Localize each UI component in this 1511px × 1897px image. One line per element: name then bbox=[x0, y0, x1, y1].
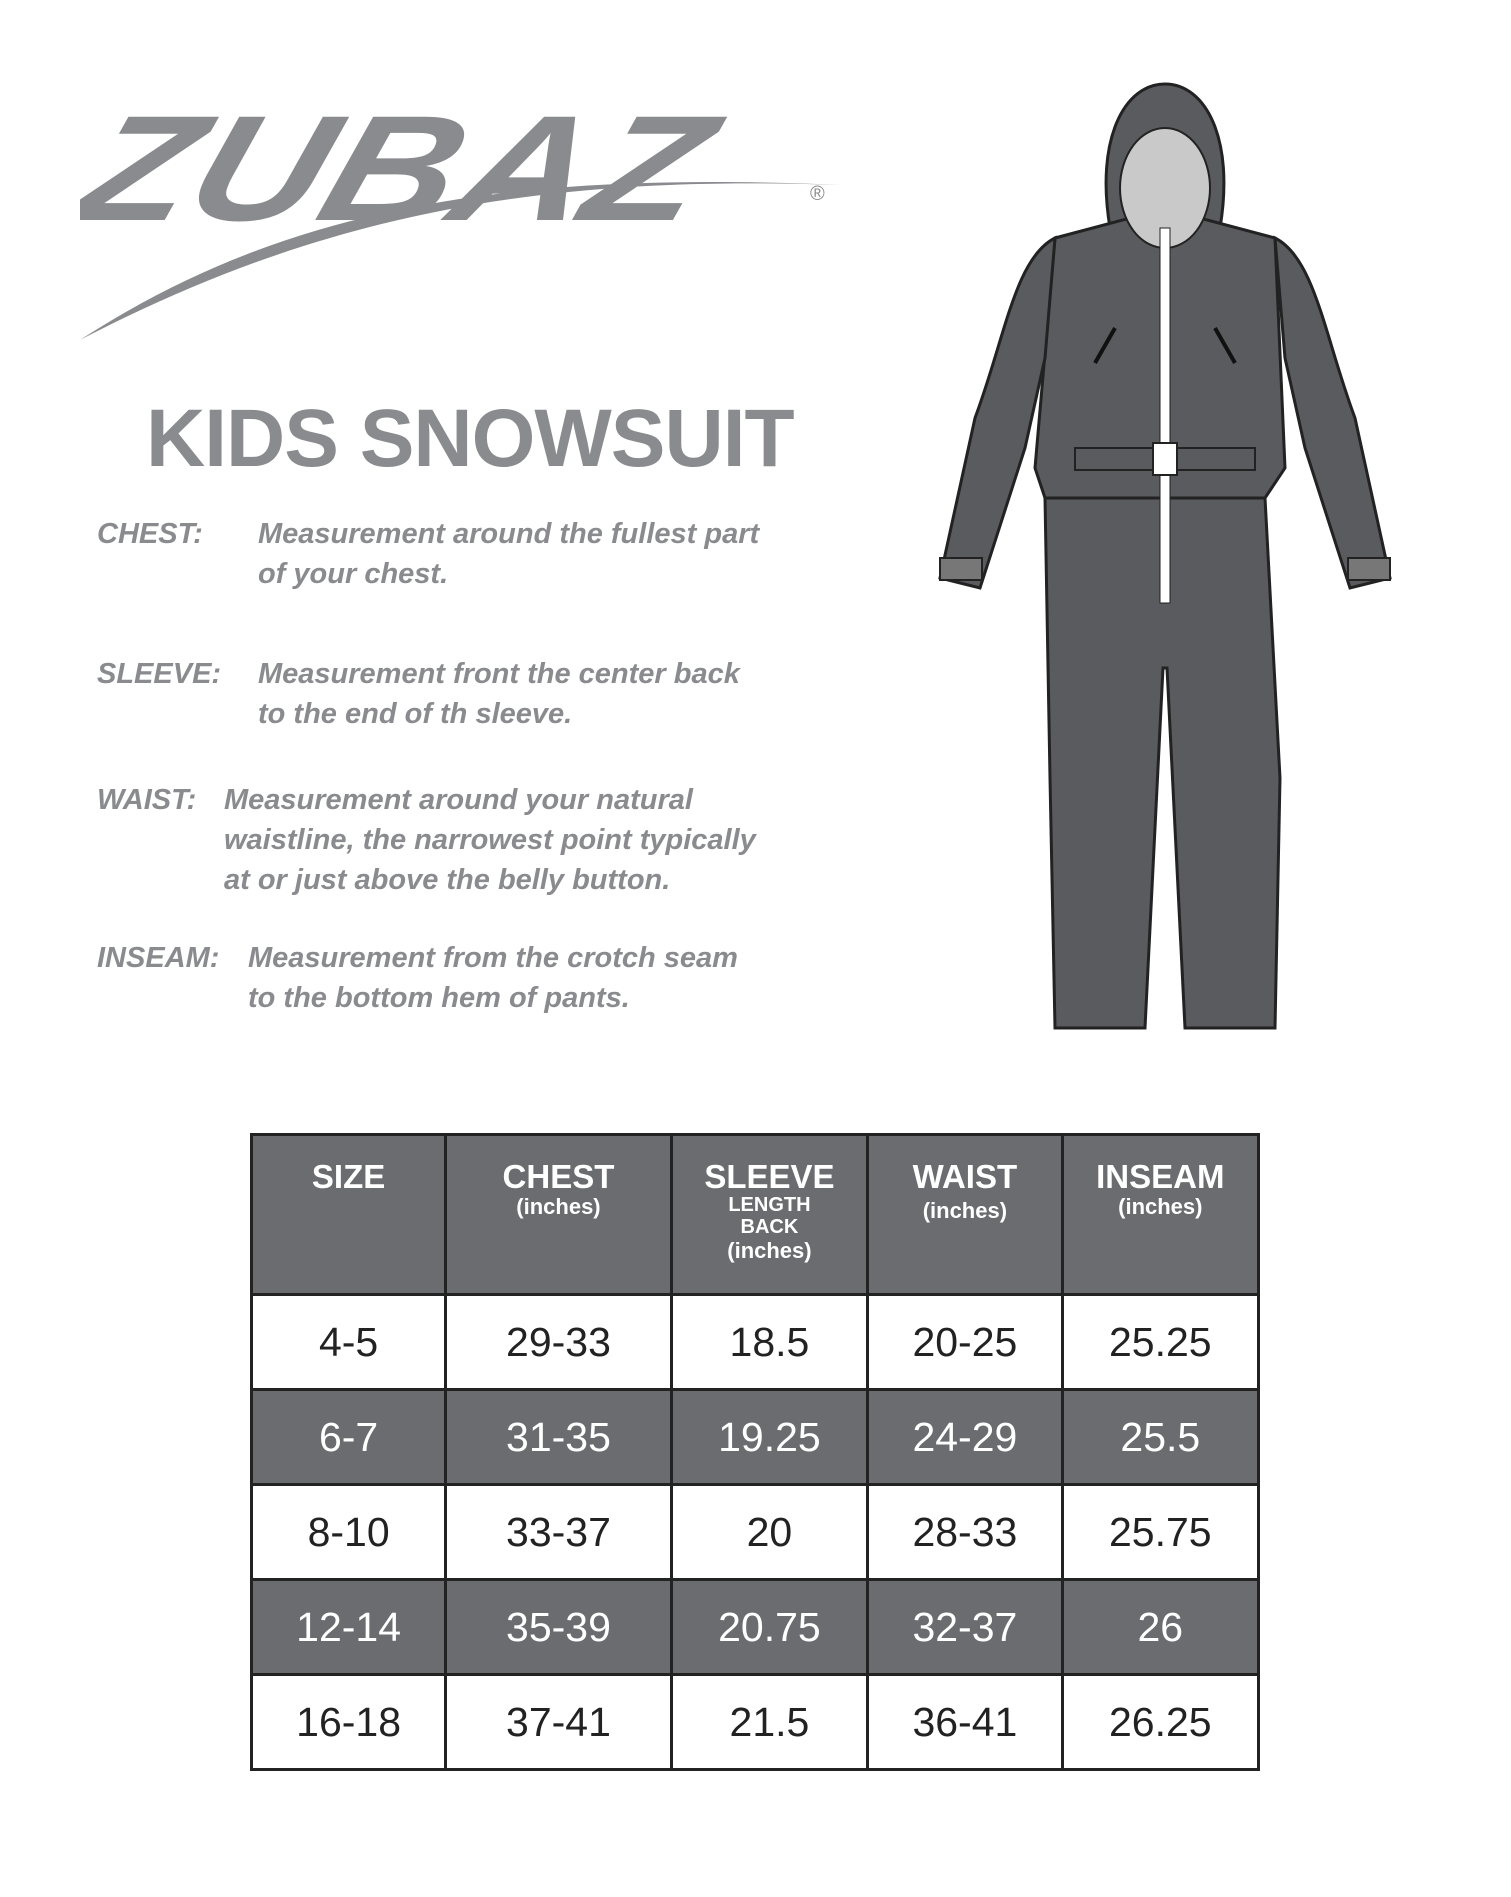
table-header-row: SIZE CHEST (inches) SLEEVE LENGTH BACK (inch… bbox=[249, 1133, 1261, 1296]
cell-sleeve: 19.25 bbox=[669, 1388, 870, 1486]
zubaz-logo: ZUBAZ ® bbox=[80, 85, 840, 340]
header-inseam: INSEAM (inches) bbox=[1060, 1133, 1261, 1296]
definition-text: waistline, the narrowest point typically bbox=[224, 824, 756, 856]
table-row: 12-14 35-39 20.75 32-37 26 bbox=[249, 1578, 1261, 1676]
definition-text: Measurement around the fullest part bbox=[258, 518, 760, 550]
definition-text: of your chest. bbox=[258, 558, 449, 590]
svg-text:®: ® bbox=[810, 183, 825, 205]
cell-inseam: 26.25 bbox=[1060, 1673, 1261, 1771]
svg-text:ZUBAZ: ZUBAZ bbox=[80, 85, 738, 253]
page-title: KIDS SNOWSUIT bbox=[146, 393, 795, 484]
header-size: SIZE bbox=[249, 1133, 448, 1296]
cell-sleeve: 20 bbox=[669, 1483, 870, 1581]
cell-chest: 35-39 bbox=[444, 1578, 673, 1676]
cell-inseam: 26 bbox=[1060, 1578, 1261, 1676]
definition-text: to the bottom hem of pants. bbox=[248, 982, 630, 1014]
table-row: 4-5 29-33 18.5 20-25 25.25 bbox=[249, 1293, 1261, 1391]
definition-label: WAIST: bbox=[97, 784, 197, 816]
table-row: 8-10 33-37 20 28-33 25.75 bbox=[249, 1483, 1261, 1581]
cell-size: 12-14 bbox=[249, 1578, 448, 1676]
cell-waist: 32-37 bbox=[866, 1578, 1064, 1676]
snowsuit-illustration bbox=[938, 82, 1392, 1030]
size-chart-table: SIZE CHEST (inches) SLEEVE LENGTH BACK (inch… bbox=[249, 1133, 1261, 1771]
definition-text: Measurement from the crotch seam bbox=[248, 942, 738, 974]
definition-label: SLEEVE: bbox=[97, 658, 222, 690]
header-waist: WAIST (inches) bbox=[866, 1133, 1064, 1296]
cell-waist: 28-33 bbox=[866, 1483, 1064, 1581]
cell-inseam: 25.5 bbox=[1060, 1388, 1261, 1486]
definition-text: Measurement front the center back bbox=[258, 658, 740, 690]
cell-sleeve: 18.5 bbox=[669, 1293, 870, 1391]
cell-waist: 24-29 bbox=[866, 1388, 1064, 1486]
cell-waist: 36-41 bbox=[866, 1673, 1064, 1771]
table-row: 16-18 37-41 21.5 36-41 26.25 bbox=[249, 1673, 1261, 1771]
header-chest: CHEST (inches) bbox=[444, 1133, 673, 1296]
definition-text: Measurement around your natural bbox=[224, 784, 693, 816]
cell-inseam: 25.25 bbox=[1060, 1293, 1261, 1391]
cell-waist: 20-25 bbox=[866, 1293, 1064, 1391]
definition-text: at or just above the belly button. bbox=[224, 864, 671, 896]
cell-size: 16-18 bbox=[249, 1673, 448, 1771]
cell-chest: 31-35 bbox=[444, 1388, 673, 1486]
cell-chest: 37-41 bbox=[444, 1673, 673, 1771]
table-row: 6-7 31-35 19.25 24-29 25.5 bbox=[249, 1388, 1261, 1486]
cell-size: 6-7 bbox=[249, 1388, 448, 1486]
definition-label: CHEST: bbox=[97, 518, 203, 550]
definition-text: to the end of th sleeve. bbox=[258, 698, 573, 730]
header-sleeve: SLEEVE LENGTH BACK (inches) bbox=[669, 1133, 870, 1296]
cell-chest: 33-37 bbox=[444, 1483, 673, 1581]
cell-sleeve: 20.75 bbox=[669, 1578, 870, 1676]
cell-size: 8-10 bbox=[249, 1483, 448, 1581]
definition-label: INSEAM: bbox=[97, 942, 220, 974]
cell-chest: 29-33 bbox=[444, 1293, 673, 1391]
cell-inseam: 25.75 bbox=[1060, 1483, 1261, 1581]
cell-sleeve: 21.5 bbox=[669, 1673, 870, 1771]
cell-size: 4-5 bbox=[249, 1293, 448, 1391]
